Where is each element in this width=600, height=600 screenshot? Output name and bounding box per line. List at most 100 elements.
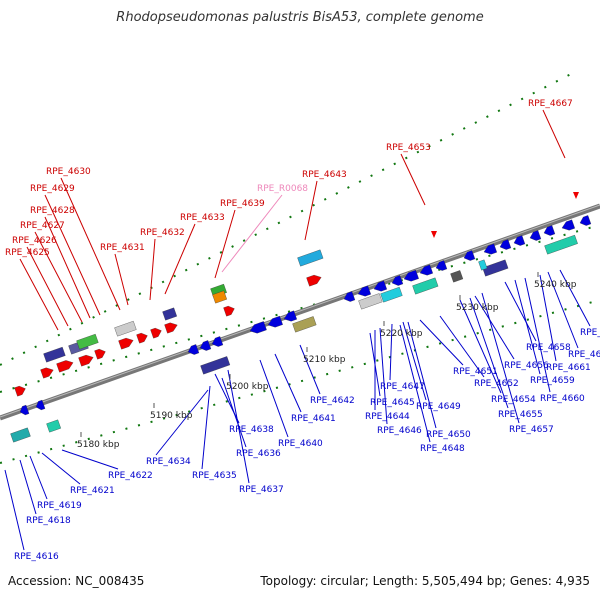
label-reverse-rpe-4622: RPE_4622 — [108, 471, 153, 481]
reverse-gene-2 — [35, 399, 46, 411]
label-forward-rpe-4625: RPE_4625 — [5, 248, 50, 258]
backbone-highlight — [0, 204, 600, 418]
reverse-gene-16 — [463, 250, 476, 261]
reverse-gene-12 — [391, 275, 404, 286]
reverse-gene-13 — [403, 269, 419, 282]
label-reverse-rpe-4664: RPE_4664 — [580, 328, 600, 338]
reverse-gene-23 — [579, 215, 592, 226]
topology-text: Topology: circular; Length: 5,505,494 bp… — [260, 574, 590, 588]
leader-reverse-rpe-4659 — [514, 279, 541, 375]
forward-gene-11 — [14, 385, 26, 397]
reverse-gene-11 — [373, 280, 388, 292]
forward-feature-block-12 — [43, 346, 66, 363]
reverse-gene-9 — [343, 291, 356, 302]
forward-gene-9 — [223, 305, 235, 317]
leader-reverse-rpe-4652 — [439, 315, 485, 378]
label-forward-rpe-4628: RPE_4628 — [30, 206, 75, 216]
reverse-feature-block-24 — [10, 427, 31, 443]
reverse-feature-block-31 — [482, 259, 509, 277]
leader-reverse-rpe-4642 — [299, 344, 321, 395]
label-reverse-rpe-4644: RPE_4644 — [365, 412, 410, 422]
label-reverse-rpe-4650: RPE_4650 — [426, 430, 471, 440]
label-forward-rpe-4632: RPE_4632 — [140, 228, 185, 238]
forward-marker-2 — [573, 192, 579, 199]
reverse-gene-15 — [435, 260, 448, 271]
leader-reverse-rpe-4660 — [524, 277, 551, 393]
forward-feature-block-15 — [114, 320, 137, 337]
label-reverse-rpe-4648: RPE_4648 — [420, 444, 465, 454]
scale-label-5230-kbp: 5230 kbp — [456, 303, 499, 313]
label-reverse-rpe-4649: RPE_4649 — [416, 402, 461, 412]
leader-reverse-rpe-4657 — [481, 292, 520, 424]
leader-forward-rpe-4633 — [164, 223, 196, 295]
leader-forward-rpe-4667 — [542, 109, 566, 159]
label-reverse-rpe-4634: RPE_4634 — [146, 457, 191, 467]
label-forward-rpe-4633: RPE_4633 — [180, 213, 225, 223]
leader-reverse-rpe-4637 — [227, 369, 250, 484]
forward-feature-block-18 — [212, 290, 228, 304]
forward-gene-7 — [150, 327, 162, 339]
reverse-gene-10 — [357, 285, 372, 297]
reverse-gene-20 — [529, 230, 542, 241]
label-forward-rpe-4667: RPE_4667 — [528, 99, 573, 109]
label-reverse-rpe-4637: RPE_4637 — [239, 485, 284, 495]
leader-reverse-rpe-4655 — [469, 297, 509, 409]
leader-forward-rpe-4653 — [400, 153, 426, 206]
genome-title: Rhodopseudomonas palustris BisA53, compl… — [116, 10, 484, 25]
label-reverse-rpe-4659: RPE_4659 — [530, 376, 575, 386]
accession-text: Accession: NC_008435 — [8, 574, 145, 588]
forward-marker-1 — [431, 231, 437, 238]
label-reverse-rpe-4660: RPE_4660 — [540, 394, 585, 404]
leader-reverse-rpe-4651 — [419, 319, 464, 366]
label-rna-rpe-r0068: RPE_R0068 — [257, 184, 308, 194]
leader-reverse-rpe-4634 — [155, 389, 209, 456]
leader-forward-rpe-4632 — [149, 238, 156, 301]
reverse-feature-block-32 — [544, 234, 578, 255]
label-reverse-rpe-4616: RPE_4616 — [14, 552, 59, 562]
scale-label-5200-kbp: 5200 kbp — [226, 382, 269, 392]
leader-reverse-rpe-4635 — [201, 385, 211, 470]
leader-reverse-rpe-4664 — [559, 269, 591, 327]
forward-gene-4 — [94, 348, 106, 360]
reverse-gene-8 — [283, 310, 298, 322]
label-reverse-rpe-4657: RPE_4657 — [509, 425, 554, 435]
reverse-gene-3 — [187, 344, 200, 355]
label-reverse-rpe-4636: RPE_4636 — [236, 449, 281, 459]
reverse-feature-block-29 — [412, 277, 439, 295]
label-reverse-rpe-4658: RPE_4658 — [526, 343, 571, 353]
reverse-gene-14 — [419, 264, 434, 276]
leader-reverse-rpe-4638 — [214, 373, 240, 424]
forward-gene-6 — [136, 332, 148, 344]
forward-feature-block-19 — [297, 249, 324, 267]
forward-gene-5 — [118, 337, 134, 350]
reverse-gene-19 — [513, 235, 526, 246]
reverse-gene-6 — [249, 321, 267, 334]
leader-reverse-rpe-4621 — [41, 452, 81, 485]
label-reverse-rpe-4619: RPE_4619 — [37, 501, 82, 511]
leader-reverse-rpe-4658 — [504, 281, 537, 342]
leader-forward-rpe-4629 — [44, 194, 101, 316]
scale-label-5240-kbp: 5240 kbp — [534, 280, 577, 290]
label-reverse-rpe-4656: RPE_4656 — [504, 361, 549, 371]
leader-rna-rpe-r0068 — [221, 194, 283, 273]
leader-reverse-rpe-4654 — [459, 299, 502, 394]
forward-gene-10 — [306, 274, 322, 287]
label-reverse-rpe-4661: RPE_4661 — [546, 363, 591, 373]
reverse-gene-7 — [267, 315, 283, 328]
reverse-feature-block-30 — [450, 270, 464, 283]
leader-forward-rpe-4643 — [304, 180, 318, 241]
label-reverse-rpe-4645: RPE_4645 — [370, 398, 415, 408]
forward-feature-block-16 — [162, 307, 178, 321]
label-forward-rpe-4626: RPE_4626 — [12, 236, 57, 246]
leader-reverse-rpe-4640 — [259, 359, 289, 438]
reverse-feature-block-33 — [478, 259, 488, 271]
label-reverse-rpe-4638: RPE_4638 — [229, 425, 274, 435]
leader-reverse-rpe-4656 — [474, 295, 515, 360]
leader-reverse-rpe-4616 — [4, 469, 25, 551]
label-reverse-rpe-4621: RPE_4621 — [70, 486, 115, 496]
outer-tick-row — [0, 71, 576, 366]
leader-forward-rpe-4631 — [114, 253, 129, 306]
reverse-feature-block-25 — [46, 419, 62, 433]
label-reverse-rpe-4618: RPE_4618 — [26, 516, 71, 526]
